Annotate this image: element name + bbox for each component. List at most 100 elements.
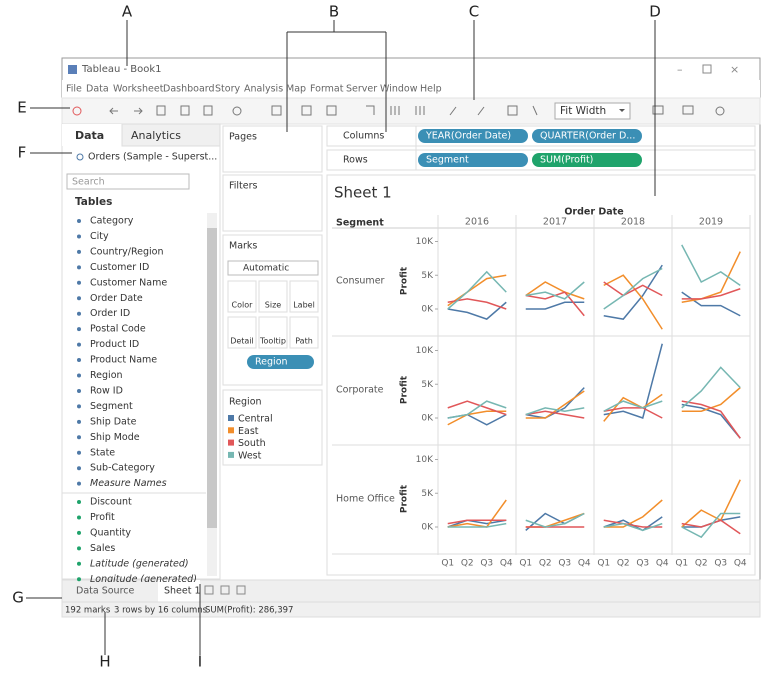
maximize[interactable] — [702, 64, 712, 74]
menu-item[interactable]: Map — [286, 84, 306, 95]
pane-tab: Analytics — [131, 129, 181, 142]
field-icon — [77, 234, 81, 239]
field[interactable]: Product Name — [90, 355, 157, 366]
field[interactable]: Order ID — [90, 308, 130, 319]
field-icon — [77, 515, 81, 520]
fit-dropdown[interactable] — [554, 102, 631, 120]
field[interactable]: Region — [90, 370, 123, 381]
mark-button[interactable] — [289, 280, 319, 313]
quarter-label: Q4 — [578, 559, 591, 569]
field-icon — [77, 373, 81, 378]
pill[interactable] — [532, 153, 642, 167]
mark-button[interactable] — [227, 280, 257, 313]
field[interactable]: State — [90, 447, 115, 458]
profit-line — [447, 274, 507, 307]
field[interactable]: Order Date — [90, 293, 143, 304]
field[interactable]: Quantity — [90, 527, 131, 538]
field[interactable]: Profit — [90, 512, 115, 523]
menu-item[interactable]: Data — [86, 84, 109, 95]
quarter-label: Q3 — [480, 559, 493, 569]
minimize[interactable]: – — [677, 63, 683, 76]
toolbar-icons[interactable] — [72, 105, 725, 116]
profit-line — [525, 390, 585, 419]
menu-item[interactable]: Worksheet — [113, 84, 164, 95]
quarter-label: Q2 — [539, 559, 552, 569]
search-box[interactable] — [66, 173, 190, 190]
menu-item[interactable]: Window — [380, 84, 418, 95]
field[interactable]: Latitude (generated) — [90, 558, 189, 569]
field[interactable]: City — [90, 231, 109, 242]
scroll-thumb[interactable] — [207, 228, 217, 528]
legend-card — [222, 389, 323, 466]
shelf-title: Filters — [229, 181, 258, 192]
new-sheet-icons[interactable] — [204, 585, 246, 595]
field-icon — [77, 327, 81, 332]
window-title: Tableau - Book1 — [81, 64, 162, 75]
field[interactable]: Ship Mode — [90, 432, 140, 443]
legend-label: South — [238, 438, 266, 449]
profit-line — [603, 343, 663, 419]
mark-button[interactable] — [258, 280, 288, 313]
field[interactable]: Country/Region — [90, 246, 163, 257]
data-tab[interactable] — [62, 124, 122, 146]
mark-button[interactable] — [227, 316, 257, 349]
menu-item[interactable]: Help — [420, 84, 442, 95]
field[interactable]: Customer Name — [90, 277, 167, 288]
y-tick-label: 5K — [421, 271, 434, 281]
segment-label: Home Office — [336, 494, 395, 505]
sheet-tab[interactable] — [158, 580, 200, 602]
quarter-label: Q4 — [656, 559, 669, 569]
field[interactable]: Sub-Category — [90, 463, 155, 474]
field[interactable]: Category — [90, 216, 134, 227]
mark-button[interactable] — [258, 316, 288, 349]
legend-label: West — [238, 450, 262, 461]
field[interactable]: Customer ID — [90, 262, 149, 273]
pill-label: Region — [255, 357, 288, 368]
filters-shelf[interactable] — [222, 174, 323, 232]
field[interactable]: Segment — [90, 401, 133, 412]
menu-item[interactable]: Dashboard — [163, 84, 215, 95]
callout-letter: D — [649, 3, 661, 21]
pill[interactable] — [247, 355, 314, 369]
profit-line — [681, 244, 741, 286]
window-controls[interactable]: × — [730, 63, 739, 76]
pill[interactable] — [418, 129, 528, 143]
callout-letter: E — [17, 99, 26, 117]
field[interactable]: Measure Names — [90, 478, 167, 489]
menu-item[interactable]: Server — [346, 84, 377, 95]
callout-lines — [26, 20, 656, 655]
pill[interactable] — [532, 129, 642, 143]
field-icon — [77, 388, 81, 393]
y-tick-label: 5K — [421, 380, 434, 390]
field-icon — [77, 561, 81, 566]
pill[interactable] — [418, 153, 528, 167]
menu-item[interactable]: Format — [310, 84, 344, 95]
profit-line — [447, 400, 507, 416]
field[interactable]: Sales — [90, 543, 115, 554]
legend-swatch — [228, 415, 234, 421]
field[interactable]: Discount — [90, 497, 132, 508]
menu-item[interactable]: Analysis — [244, 84, 283, 95]
pages-shelf[interactable] — [222, 125, 323, 173]
mark-type-dropdown[interactable] — [227, 260, 319, 276]
quarter-label: Q1 — [675, 559, 688, 569]
field[interactable]: Ship Date — [90, 416, 137, 427]
field[interactable]: Postal Code — [90, 324, 146, 335]
field[interactable]: Product ID — [90, 339, 139, 350]
menu-bar — [62, 80, 760, 98]
status-text: SUM(Profit): 286,397 — [205, 606, 293, 616]
field-icon — [77, 481, 81, 486]
menu-item[interactable]: File — [66, 84, 82, 95]
segment-label: Corporate — [336, 385, 384, 396]
menu-item[interactable]: Story — [215, 84, 240, 95]
quarter-label: Q3 — [636, 559, 649, 569]
mark-button[interactable] — [289, 316, 319, 349]
quarter-label: Q2 — [461, 559, 474, 569]
field[interactable]: Longitude (generated) — [90, 574, 197, 585]
field-icon — [77, 219, 81, 223]
fit-label[interactable]: Fit Width — [560, 105, 606, 117]
field-icon — [77, 435, 81, 440]
profit-line — [603, 281, 663, 297]
field[interactable]: Row ID — [90, 385, 123, 396]
analytics-tab[interactable] — [121, 123, 221, 147]
